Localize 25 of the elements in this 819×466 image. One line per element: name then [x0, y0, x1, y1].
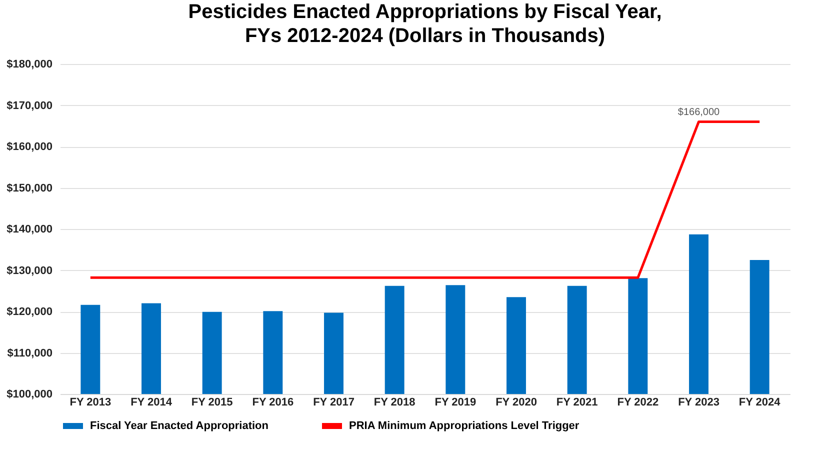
y-tick-label: $170,000 [6, 100, 52, 112]
legend-label: PRIA Minimum Appropriations Level Trigger [349, 420, 580, 432]
x-tick-label: FY 2014 [130, 396, 173, 408]
legend-label: Fiscal Year Enacted Appropriation [90, 420, 269, 432]
x-tick-label: FY 2017 [313, 396, 354, 408]
annotation: $166,000 [678, 106, 720, 118]
x-tick-label: FY 2024 [738, 396, 782, 408]
x-tick-label: FY 2018 [374, 396, 416, 408]
x-tick-label: FY 2022 [617, 396, 659, 408]
x-tick-label: FY 2020 [496, 396, 537, 408]
x-tick-label: FY 2016 [252, 396, 294, 408]
x-tick-label: FY 2013 [70, 396, 112, 408]
y-tick-label: $140,000 [6, 224, 52, 236]
y-tick-label: $150,000 [6, 182, 52, 194]
y-tick-label: $110,000 [7, 347, 52, 360]
y-tick-label: $120,000 [6, 306, 52, 318]
x-tick-label: FY 2021 [556, 396, 598, 408]
x-tick-label: FY 2023 [678, 396, 720, 408]
y-tick-label: $180,000 [6, 58, 52, 70]
chart-title: Pesticides Enacted Appropriations by Fiscal Year, FYs 2012-2024 (Dollars in Thousands) [188, 1, 662, 47]
x-tick-label: FY 2019 [434, 396, 476, 408]
x-tick-label: FY 2015 [191, 396, 233, 408]
y-tick-label: $130,000 [6, 264, 52, 277]
y-tick-label: $160,000 [6, 141, 52, 153]
y-tick-label: $100,000 [6, 388, 52, 400]
